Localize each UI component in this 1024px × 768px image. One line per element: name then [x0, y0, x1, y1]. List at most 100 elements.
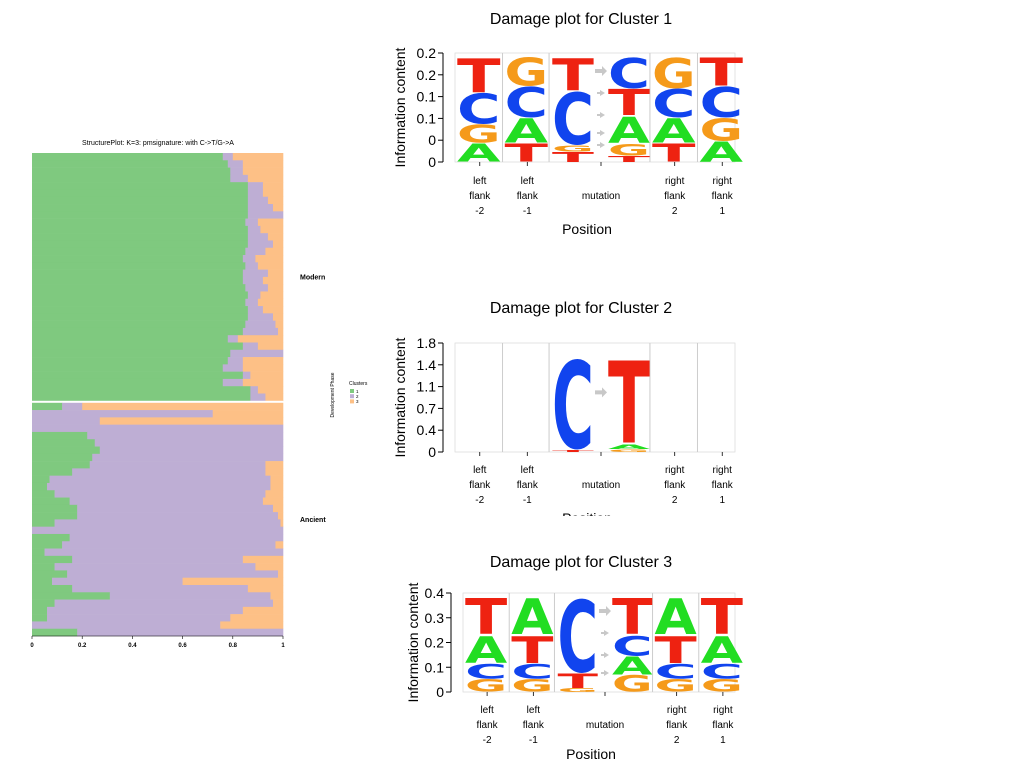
bar-segment-modern-20-cluster-1 [32, 298, 246, 307]
bar-segment-modern-4-cluster-1 [32, 182, 249, 190]
logo-letter-from-c-1: C [552, 338, 594, 477]
logo-letter-col0-a-0: A [457, 140, 501, 168]
bar-segment-modern-19-cluster-1 [32, 291, 249, 300]
position-label-line: left [521, 176, 535, 187]
position-label-line: flank [712, 480, 734, 491]
logo-letter-col4-c-1: C [701, 660, 743, 683]
logo-letter-to-t-0: T [608, 154, 650, 163]
legend-swatch-cluster-1 [350, 389, 354, 393]
bar-segment-ancient-1-cluster-2 [32, 410, 214, 418]
position-label-line: 1 [719, 206, 725, 217]
legend-entry-cluster-1: 1 [356, 389, 359, 394]
logo-letter-from-g-1: G [552, 144, 594, 154]
bar-segment-modern-17-cluster-1 [32, 276, 244, 285]
logo-y-label: Information content [392, 337, 408, 457]
bar-segment-ancient-14-cluster-3 [272, 504, 284, 513]
bar-segment-modern-11-cluster-2 [247, 233, 269, 241]
logo-title: Damage plot for Cluster 3 [490, 554, 672, 571]
bar-segment-modern-18-cluster-3 [267, 284, 284, 292]
logo-y-label: Information content [392, 47, 408, 167]
bar-segment-modern-2-cluster-3 [242, 167, 284, 176]
logo-letter-col3-t-0: T [652, 139, 696, 167]
bar-segment-modern-25-cluster-2 [227, 335, 239, 343]
bar-segment-modern-23-cluster-3 [275, 320, 284, 329]
mutation-arrow-icon [595, 66, 607, 76]
bar-segment-modern-8-cluster-2 [247, 211, 284, 219]
y-tick-label: 0 [428, 132, 436, 148]
bar-segment-ancient-19-cluster-1 [32, 541, 63, 549]
position-label-line: left [480, 705, 494, 716]
y-tick-label: 1.4 [417, 357, 437, 373]
position-label-line: right [667, 705, 687, 716]
logo-letter-col0-g-0: G [465, 676, 507, 696]
bar-segment-ancient-23-cluster-2 [67, 570, 279, 578]
bar-segment-ancient-5-cluster-1 [32, 439, 96, 447]
logo-letter-col4-t-3: T [701, 589, 743, 646]
logo-letter-col4-t-3: T [699, 51, 743, 95]
bar-segment-ancient-27-cluster-3 [272, 599, 284, 608]
position-label-line: flank [666, 720, 688, 731]
logo-letter-col1-a-3: A [511, 590, 553, 647]
mutation-arrow-icon [599, 606, 611, 616]
group-separator [32, 400, 283, 403]
bar-segment-modern-31-cluster-2 [222, 378, 244, 387]
bar-segment-modern-33-cluster-3 [265, 393, 284, 402]
bar-segment-ancient-16-cluster-2 [54, 519, 281, 527]
position-label-line: flank [712, 191, 734, 202]
bar-segment-modern-0-cluster-1 [32, 153, 224, 161]
bar-segment-ancient-8-cluster-2 [89, 461, 266, 469]
bar-segment-ancient-15-cluster-2 [77, 512, 279, 520]
bar-segment-ancient-18-cluster-2 [69, 533, 284, 542]
logo-letter-col3-c-2: C [652, 82, 696, 126]
position-label-line: -1 [523, 206, 532, 217]
logo-letter-col1-t-2: T [511, 630, 554, 673]
bar-segment-ancient-27-cluster-2 [54, 599, 274, 608]
logo-letter-col3-g-3: G [652, 51, 696, 98]
position-label-line: flank [517, 480, 539, 491]
legend-entry-cluster-3: 3 [356, 399, 359, 404]
x-tick-label: 0.8 [229, 643, 238, 649]
logo-letter-col1-c-1: C [511, 660, 553, 683]
position-label-line: 1 [719, 495, 725, 506]
bar-segment-modern-30-cluster-1 [32, 371, 244, 380]
logo-letter-col0-t-3: T [457, 50, 501, 104]
bar-segment-modern-3-cluster-3 [247, 174, 284, 183]
logo-letter-from-c-2: C [557, 580, 598, 695]
logo-letter-to-g-0: G [612, 671, 653, 697]
bar-segment-modern-10-cluster-2 [247, 225, 261, 234]
bar-segment-ancient-31-cluster-1 [32, 628, 78, 637]
bar-segment-modern-12-cluster-3 [272, 240, 284, 249]
logo-letter-col3-c-1: C [655, 660, 697, 683]
position-label-line: right [713, 705, 733, 716]
bar-segment-modern-2-cluster-2 [230, 167, 244, 176]
y-tick-label: 0.2 [417, 67, 437, 83]
bar-segment-ancient-31-cluster-2 [77, 628, 284, 637]
group-label-modern: Modern [300, 274, 325, 281]
legend-swatch-cluster-2 [350, 394, 354, 399]
logo-title: Damage plot for Cluster 1 [490, 11, 672, 28]
bar-segment-ancient-7-cluster-1 [32, 453, 93, 462]
bar-segment-modern-16-cluster-1 [32, 269, 244, 278]
bar-segment-modern-26-cluster-1 [32, 342, 244, 351]
bar-segment-ancient-8-cluster-1 [32, 461, 91, 469]
bar-segment-modern-33-cluster-2 [250, 393, 266, 402]
position-label-line: flank [664, 191, 686, 202]
bar-segment-ancient-23-cluster-3 [277, 570, 284, 578]
logo-plot-frame [462, 592, 736, 693]
bar-segment-modern-1-cluster-3 [242, 160, 284, 168]
bar-segment-modern-24-cluster-2 [242, 327, 279, 336]
bar-segment-ancient-24-cluster-1 [32, 577, 53, 586]
damage-plot-cluster-3: Damage plot for Cluster 3 0 0.1 0.2 0.3 0.4In… [405, 554, 743, 762]
logo-letter-col3-t-2: T [655, 630, 698, 673]
bar-segment-modern-6-cluster-1 [32, 196, 249, 205]
bar-segment-ancient-28-cluster-3 [242, 606, 284, 615]
damage-plot-cluster-2: Damage plot for Cluster 2 0 0.4 0.7 1.1 1.4 1.… [392, 300, 736, 516]
logo-x-label: Position [566, 746, 616, 762]
logo-letter-to-g-1: G [608, 140, 650, 159]
bar-segment-ancient-22-cluster-3 [255, 563, 284, 571]
y-tick-label: 1.8 [417, 335, 437, 351]
position-label-line: flank [712, 720, 734, 731]
bar-segment-ancient-14-cluster-2 [77, 504, 274, 513]
bar-segment-ancient-1-cluster-3 [212, 410, 284, 418]
